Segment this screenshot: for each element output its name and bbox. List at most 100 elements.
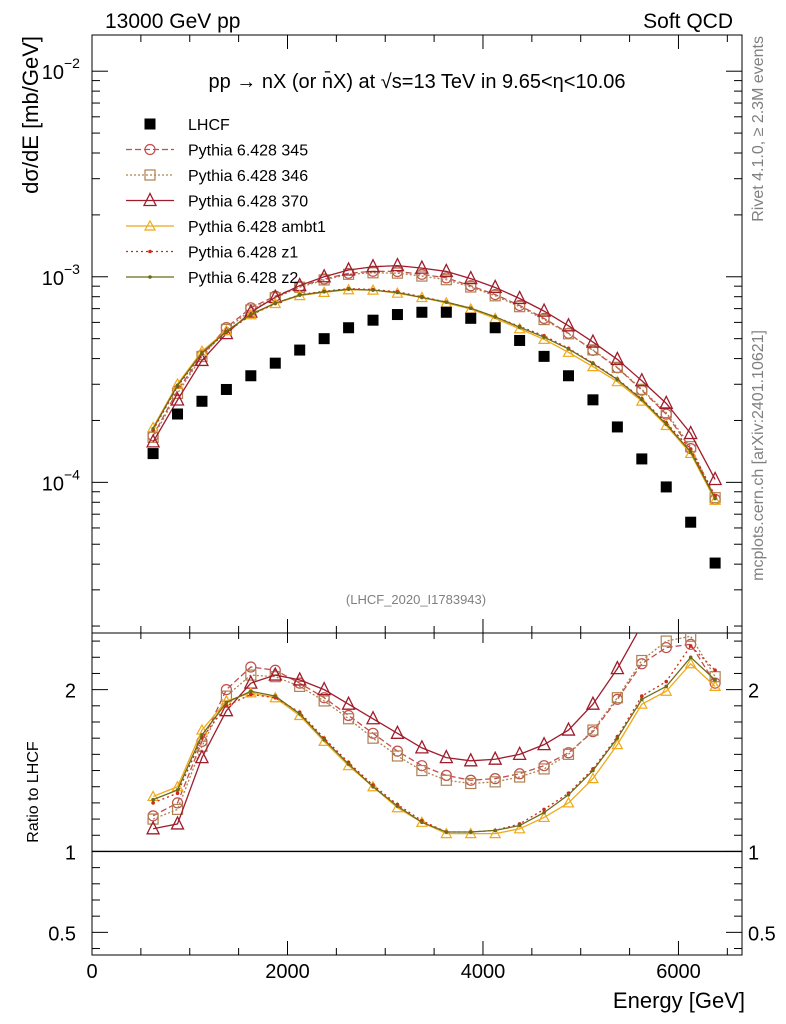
- series-point-z2: [346, 287, 351, 291]
- ratio-point-346: [245, 669, 257, 681]
- data-point-lhcf: [343, 322, 355, 334]
- data-point-lhcf: [685, 516, 697, 528]
- ratio-plot-frame: [91, 632, 743, 956]
- ratio-point-ambt1: [440, 827, 453, 839]
- ratio-point-370: [292, 671, 307, 686]
- series-point-370: [537, 302, 552, 317]
- ratio-point-345: [220, 684, 232, 696]
- ratio-point-ambt1: [709, 680, 722, 691]
- series-point-370: [708, 471, 723, 486]
- y-tick-label: 10: [42, 473, 64, 495]
- ratio-point-z1: [713, 668, 717, 673]
- y-tick-exponent: −3: [64, 261, 80, 277]
- series-point-z2: [615, 377, 620, 382]
- series-line-346: [152, 272, 716, 498]
- ratio-line-z1: [152, 644, 716, 833]
- ratio-point-370: [660, 594, 672, 606]
- series-point-370: [170, 391, 185, 406]
- series-point-370: [439, 262, 454, 278]
- ratio-point-ambt1: [660, 685, 673, 696]
- data-point-lhcf: [465, 312, 477, 324]
- series-point-z2: [542, 335, 546, 339]
- ratio-point-z1: [542, 807, 546, 812]
- ratio-point-z1: [688, 644, 693, 648]
- series-point-345: [636, 384, 648, 396]
- ratio-plot-series: [146, 594, 722, 839]
- ratio-point-ambt1: [415, 816, 428, 827]
- ratio-point-346: [489, 776, 501, 788]
- legend-marker: [148, 275, 152, 279]
- ratio-point-z2: [297, 712, 302, 716]
- series-point-z2: [468, 306, 473, 310]
- series-point-370: [610, 350, 625, 366]
- data-point-lhcf: [709, 557, 721, 569]
- x-tick-label: 6000: [656, 961, 701, 983]
- series-point-z2: [249, 312, 253, 317]
- ratio-point-370: [414, 739, 429, 754]
- series-point-346: [587, 344, 599, 356]
- ratio-point-z1: [175, 791, 180, 795]
- series-point-ambt1: [562, 346, 575, 357]
- data-point-lhcf: [587, 394, 599, 406]
- series-point-370: [194, 351, 210, 367]
- y-tick-exponent: −2: [64, 55, 80, 71]
- ratio-point-ambt1: [684, 657, 697, 669]
- plot-title: pp → nX (or n̄X) at √s=13 TeV in 9.65<η<…: [209, 70, 626, 93]
- ratio-point-346: [685, 633, 697, 642]
- ratio-point-346: [538, 763, 550, 775]
- ratio-point-370: [561, 721, 576, 736]
- series-point-370: [512, 290, 527, 305]
- ratio-point-z2: [640, 697, 644, 702]
- ratio-point-345: [342, 709, 355, 722]
- data-point-lhcf: [318, 333, 330, 345]
- ratio-point-346: [611, 692, 623, 704]
- ratio-point-ambt1: [489, 827, 502, 839]
- ratio-point-z2: [615, 736, 620, 740]
- ratio-point-ambt1: [538, 811, 551, 823]
- header-right: Soft QCD: [643, 10, 733, 33]
- ratio-point-370: [537, 736, 552, 751]
- series-line-370: [152, 264, 716, 480]
- ratio-point-z2: [420, 820, 424, 825]
- legend-label: Pythia 6.428 370: [188, 194, 308, 211]
- ratio-point-370: [317, 681, 332, 696]
- series-point-z2: [322, 290, 326, 294]
- ratio-line-346: [152, 635, 716, 820]
- ratio-tick-label-right: 2: [748, 681, 759, 703]
- ratio-point-346: [660, 635, 672, 647]
- ratio-point-370: [709, 594, 721, 606]
- legend-label: LHCF: [188, 117, 230, 134]
- ratio-point-z2: [517, 823, 522, 828]
- ratio-point-z2: [493, 828, 497, 833]
- ratio-point-z2: [713, 678, 717, 682]
- ratio-point-370: [219, 702, 234, 717]
- data-point-lhcf: [514, 334, 526, 346]
- side-mcplots-label: mcplots.cern.ch [arXiv:2401.10621]: [750, 330, 767, 581]
- ratio-point-z1: [249, 692, 253, 697]
- data-point-lhcf: [220, 383, 232, 395]
- ratio-point-346: [587, 724, 599, 736]
- series-point-346: [147, 431, 159, 443]
- ratio-point-z2: [322, 737, 326, 742]
- ratio-tick-label: 1: [65, 842, 76, 864]
- x-axis-label: Energy [GeV]: [613, 988, 745, 1013]
- series-line-z2: [152, 288, 716, 499]
- series-point-ambt1: [684, 447, 697, 459]
- ratio-point-ambt1: [562, 796, 575, 808]
- legend-marker: [143, 219, 157, 231]
- ratio-point-370: [194, 749, 210, 764]
- ratio-point-370: [146, 820, 161, 835]
- ratio-point-346: [294, 680, 306, 692]
- series-point-370: [317, 268, 332, 283]
- ratio-point-z1: [640, 694, 644, 698]
- ratio-point-370: [488, 750, 503, 765]
- ratio-point-ambt1: [586, 772, 599, 784]
- series-point-346: [489, 290, 501, 302]
- series-point-370: [390, 257, 405, 272]
- series-point-346: [562, 328, 575, 340]
- data-point-lhcf: [391, 309, 403, 321]
- series-point-370: [146, 433, 161, 448]
- series-point-346: [440, 274, 452, 286]
- ratio-point-345: [660, 641, 672, 654]
